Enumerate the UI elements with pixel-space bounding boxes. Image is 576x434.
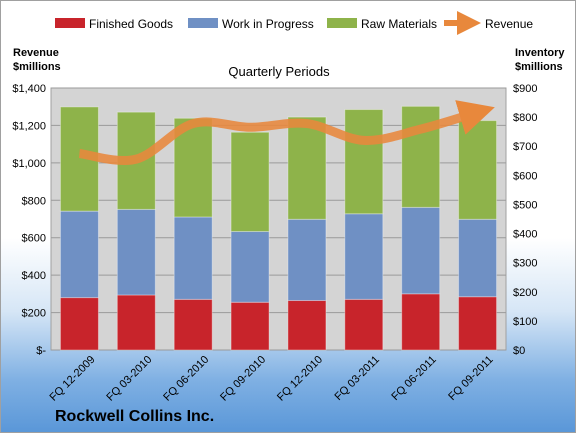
x-tick-label: FQ 09-2011 <box>446 354 495 403</box>
legend-label-raw-materials: Raw Materials <box>361 17 437 31</box>
bar-finished-goods <box>116 294 156 351</box>
bar-work-in-progress <box>287 218 327 302</box>
right-tick-label: $200 <box>513 287 537 299</box>
right-tick-label: $300 <box>513 258 537 270</box>
bar-finished-goods <box>59 297 99 351</box>
left-tick-label: $1,200 <box>12 120 46 132</box>
revenue-line <box>78 100 495 165</box>
left-tick-label: $400 <box>22 270 46 282</box>
right-tick-label: $400 <box>513 229 537 241</box>
legend-swatch-raw-materials <box>327 18 357 28</box>
bar-work-in-progress <box>458 218 498 298</box>
x-tick-label: FQ 03-2010 <box>104 354 154 404</box>
bar-work-in-progress <box>230 231 270 303</box>
x-tick-label: FQ 03-2011 <box>333 354 382 403</box>
right-tick-label: $0 <box>513 345 525 357</box>
right-tick-label: $800 <box>513 112 537 124</box>
left-tick-label: $800 <box>22 195 46 207</box>
bar-finished-goods <box>344 298 384 351</box>
right-axis-ticks: $0 $100 $200 $300 $400 $500 $600 $700 $800 $900 <box>513 83 537 357</box>
legend-swatch-work-in-progress <box>188 18 218 28</box>
legend-label-revenue: Revenue <box>485 17 533 31</box>
x-tick-label: FQ 06-2011 <box>389 354 438 403</box>
x-tick-label: FQ 06-2010 <box>161 354 211 404</box>
legend: Finished Goods Work in Progress Raw Mate… <box>55 11 533 35</box>
right-tick-label: $700 <box>513 141 537 153</box>
left-axis-title-line1: Revenue <box>13 47 59 59</box>
legend-label-work-in-progress: Work in Progress <box>222 17 314 31</box>
left-tick-label: $1,400 <box>12 83 46 95</box>
bar-finished-goods <box>230 301 270 351</box>
legend-label-finished-goods: Finished Goods <box>89 17 173 31</box>
left-axis-title-line2: $millions <box>13 61 61 73</box>
left-tick-label: $- <box>36 345 46 357</box>
bar-finished-goods <box>401 293 441 351</box>
right-tick-label: $900 <box>513 83 537 95</box>
x-axis-ticks: FQ 12-2009 FQ 03-2010 FQ 06-2010 FQ 09-2010… <box>48 354 496 404</box>
bar-raw-materials <box>230 131 270 233</box>
bar-raw-materials <box>458 120 498 220</box>
x-tick-label: FQ 09-2010 <box>218 354 268 404</box>
company-name: Rockwell Collins Inc. <box>55 408 214 425</box>
bar-finished-goods <box>287 300 327 351</box>
bar-work-in-progress <box>59 210 99 299</box>
x-tick-label: FQ 12-2010 <box>275 354 325 404</box>
legend-swatch-finished-goods <box>55 18 85 28</box>
left-tick-label: $600 <box>22 233 46 245</box>
x-tick-label: FQ 12-2009 <box>48 354 98 404</box>
right-tick-label: $100 <box>513 316 537 328</box>
chart-subtitle: Quarterly Periods <box>228 64 330 79</box>
bar-finished-goods <box>458 296 498 351</box>
bar-work-in-progress <box>173 216 213 300</box>
right-axis-title-line1: Inventory <box>515 47 565 59</box>
bar-raw-materials <box>287 116 327 220</box>
right-axis-title-line2: $millions <box>515 61 563 73</box>
bar-raw-materials <box>344 109 384 215</box>
bar-work-in-progress <box>344 213 384 300</box>
left-axis-ticks: $- $200 $400 $600 $800 $1,000 $1,200 $1,400 <box>12 83 46 357</box>
bar-finished-goods <box>173 298 213 351</box>
right-tick-label: $500 <box>513 199 537 211</box>
left-tick-label: $1,000 <box>12 158 46 170</box>
left-tick-label: $200 <box>22 308 46 320</box>
bar-work-in-progress <box>116 208 156 296</box>
right-tick-label: $600 <box>513 170 537 182</box>
bar-work-in-progress <box>401 206 441 295</box>
